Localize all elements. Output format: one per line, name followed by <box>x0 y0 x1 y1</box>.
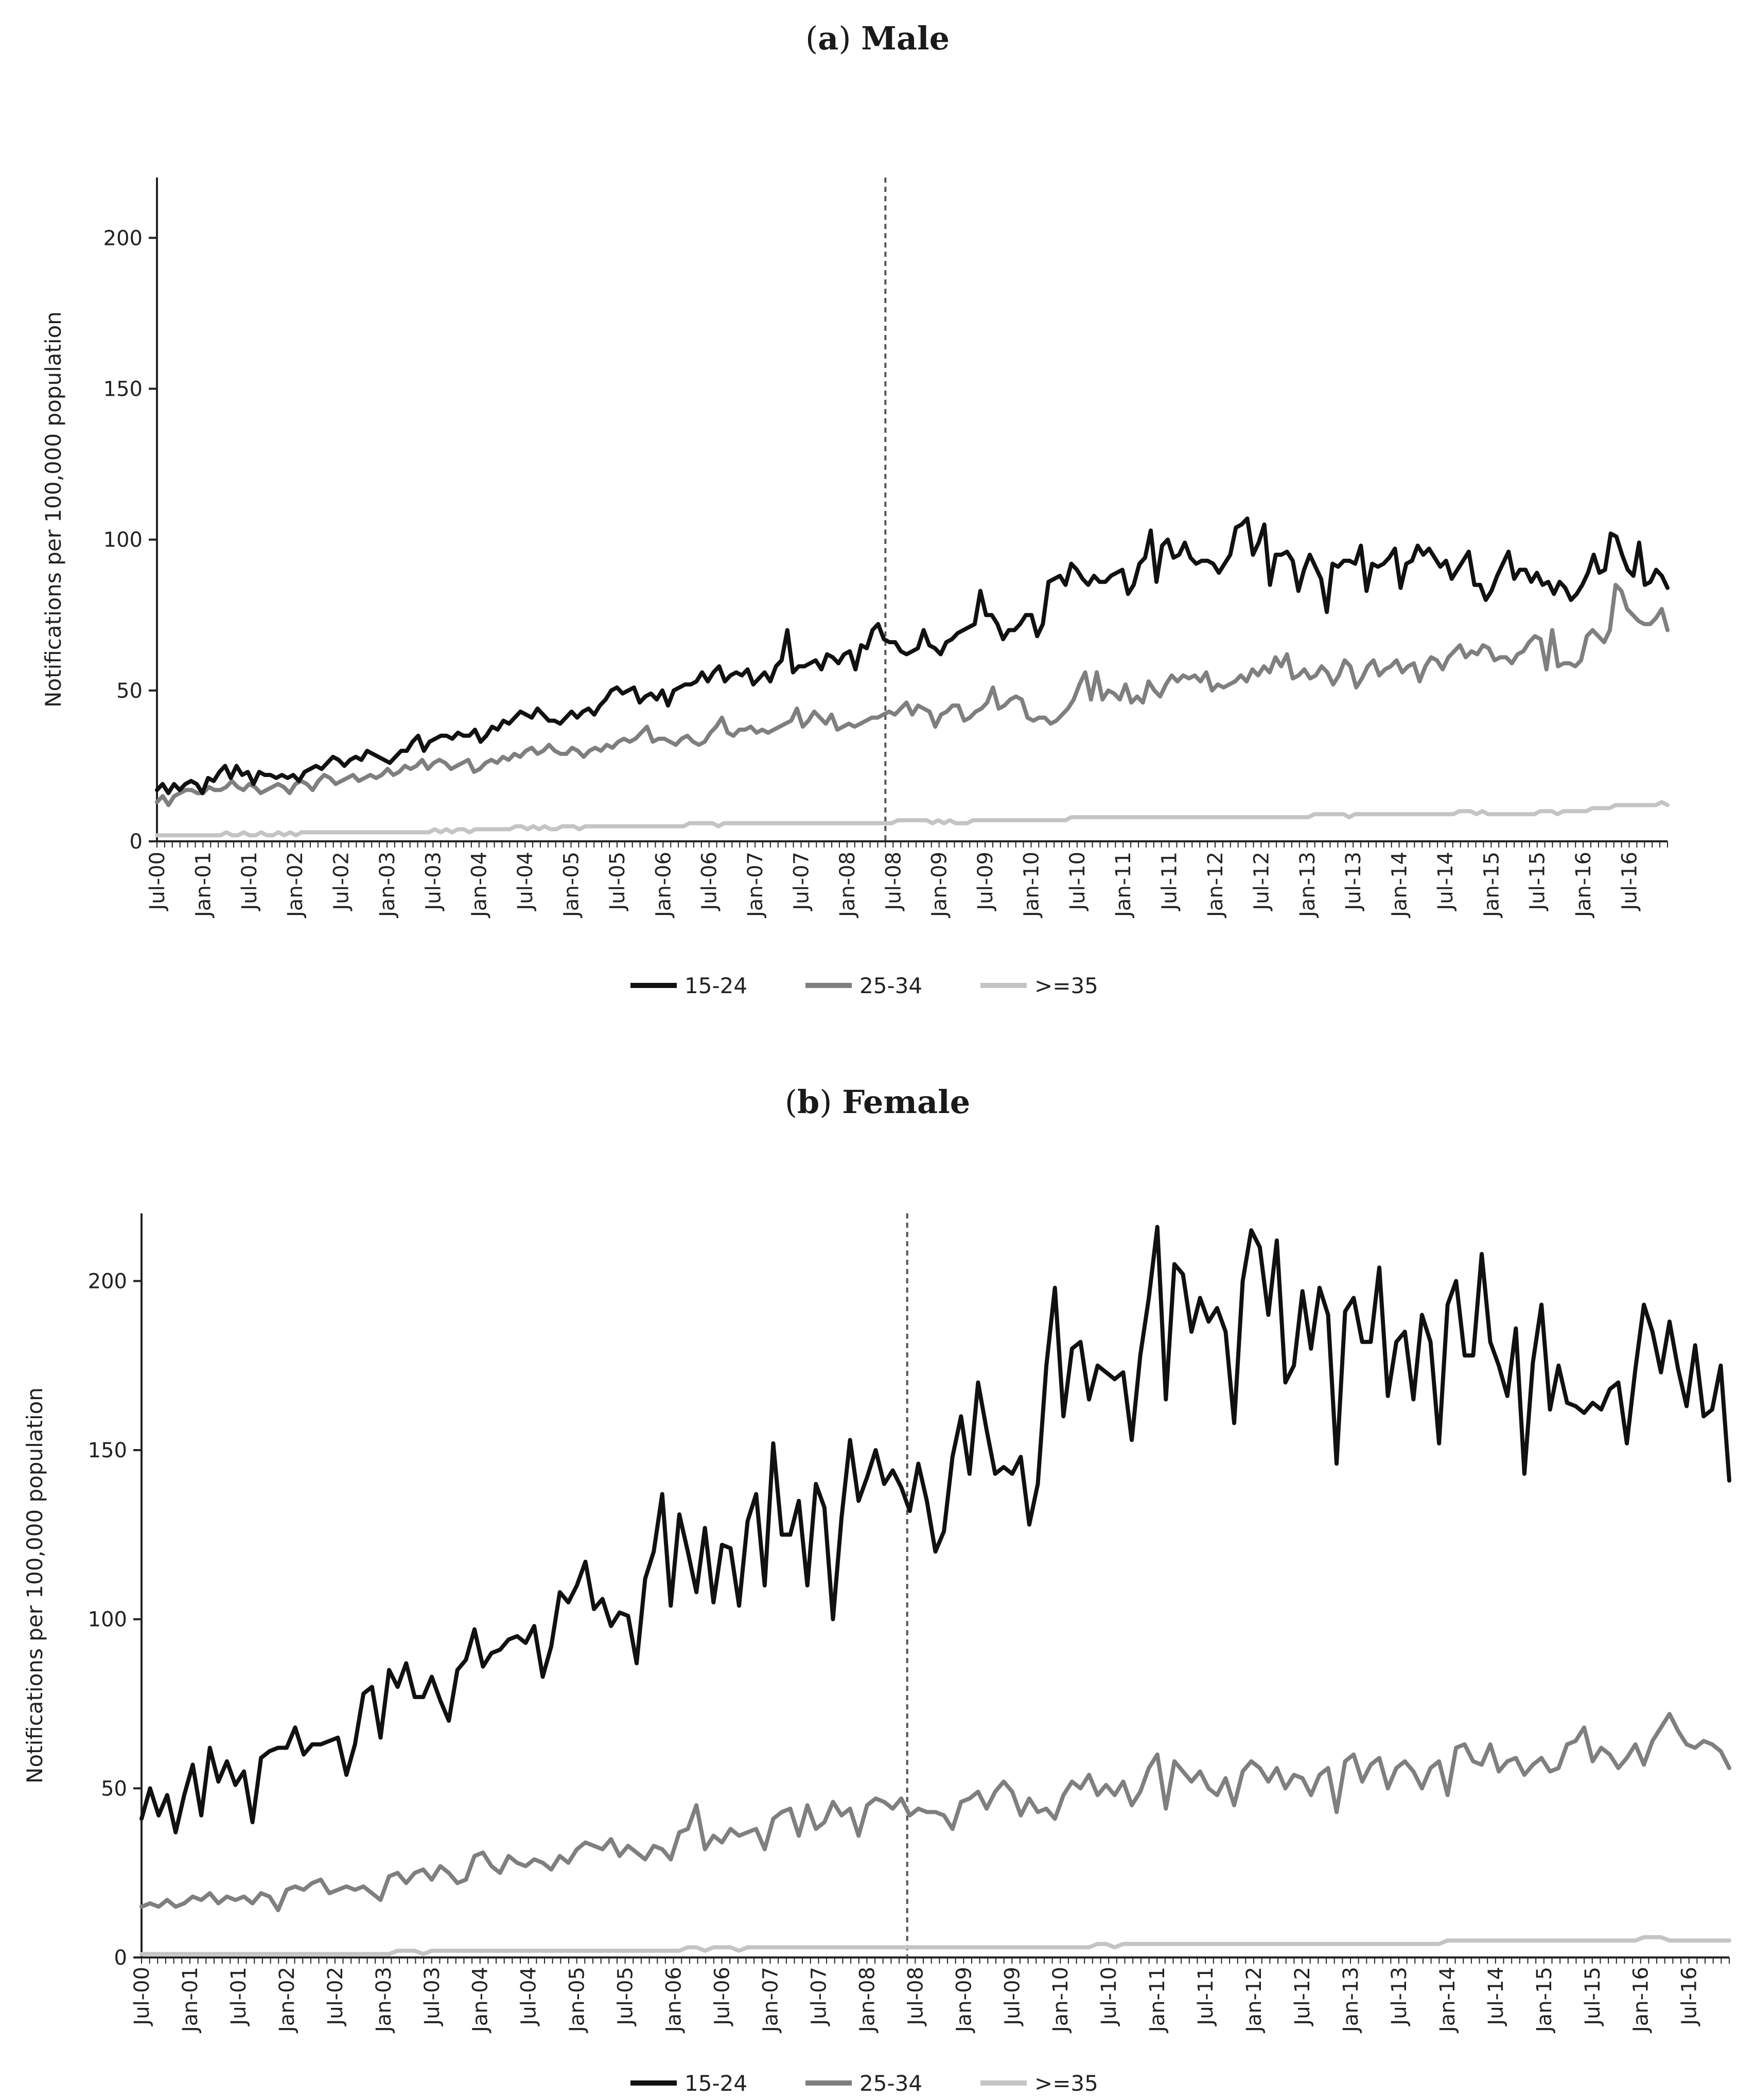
y-tick-label: 150 <box>88 1439 127 1462</box>
x-tick-label: Jul-06 <box>711 1967 734 2027</box>
series-line-1524-male <box>155 516 1670 796</box>
x-tick-label: Jul-06 <box>698 852 722 912</box>
x-tick-label: Jul-12 <box>1291 1967 1314 2027</box>
y-tick-label: 50 <box>101 1777 127 1801</box>
x-tick-label: Jan-16 <box>1629 1967 1653 2034</box>
x-tick-label: Jul-13 <box>1388 1967 1411 2027</box>
series-line-1524-female <box>139 1225 1731 1834</box>
x-tick-label: Jan-15 <box>1480 852 1503 919</box>
legend-label: 25-34 <box>859 2071 922 2096</box>
x-tick-label: Jul-00 <box>146 852 169 912</box>
x-tick-label: Jul-01 <box>238 852 261 912</box>
x-tick-label: Jul-11 <box>1194 1967 1218 2027</box>
x-tick-label: Jan-12 <box>1204 852 1227 919</box>
x-tick-label: Jan-04 <box>468 852 492 919</box>
x-tick-label: Jan-14 <box>1388 852 1412 919</box>
x-tick-label: Jan-01 <box>191 852 215 919</box>
series-line-35-female <box>139 1935 1731 1956</box>
x-tick-label: Jul-07 <box>807 1967 831 2027</box>
x-tick-label: Jul-02 <box>324 1967 347 2027</box>
x-tick-label: Jul-16 <box>1678 1967 1701 2027</box>
y-tick-label: 150 <box>103 377 143 401</box>
legend-label: 25-34 <box>859 973 922 998</box>
x-tick-label: Jan-11 <box>1112 852 1135 919</box>
y-tick-label: 100 <box>103 528 143 552</box>
x-tick-label: Jul-16 <box>1618 852 1642 912</box>
x-tick-label: Jul-05 <box>614 1967 638 2027</box>
x-tick-label: Jan-05 <box>566 1967 589 2034</box>
y-tick-label: 200 <box>103 226 143 250</box>
x-tick-label: Jan-16 <box>1572 852 1595 919</box>
x-tick-label: Jul-03 <box>420 1967 444 2027</box>
x-tick-label: Jul-10 <box>1097 1967 1121 2027</box>
series-line-2534-male <box>155 583 1670 807</box>
x-tick-label: Jul-13 <box>1342 852 1365 912</box>
y-tick-label: 200 <box>88 1269 127 1293</box>
x-tick-label: Jan-15 <box>1533 1967 1556 2034</box>
x-tick-label: Jul-12 <box>1250 852 1273 912</box>
x-tick-label: Jul-01 <box>227 1967 251 2027</box>
x-tick-label: Jan-03 <box>376 852 399 919</box>
chart-male: 0 50 100 150 200 Jul-00 Jan-01 Jul-01 Jan-02 Jul-… <box>41 178 1670 998</box>
x-tick-label: Jul-09 <box>974 852 997 912</box>
x-tick-label: Jan-08 <box>855 1967 879 2034</box>
x-tick-label: Jan-10 <box>1049 1967 1073 2034</box>
x-tick-label: Jan-09 <box>952 1967 976 2034</box>
x-tick-label: Jul-02 <box>330 852 354 912</box>
x-tick-label: Jan-05 <box>560 852 584 919</box>
x-tick-label: Jul-10 <box>1066 852 1090 912</box>
x-tick-label: Jan-14 <box>1436 1967 1460 2034</box>
x-tick-label: Jul-08 <box>882 852 905 912</box>
series-line-2534-female <box>139 1711 1731 1912</box>
y-tick-label: 0 <box>130 830 143 854</box>
x-tick-label: Jan-10 <box>1020 852 1043 919</box>
legend-label: >=35 <box>1034 973 1098 998</box>
y-tick-label: 50 <box>116 679 143 703</box>
y-tick-label: 0 <box>114 1946 127 1970</box>
x-tick-label: Jul-14 <box>1434 852 1458 912</box>
x-tick-label: Jul-04 <box>517 1967 541 2027</box>
legend-label: 15-24 <box>685 2071 747 2096</box>
x-tick-label: Jul-04 <box>514 852 537 912</box>
panel-title-male: (a) Male <box>805 20 950 57</box>
series-line-35-male <box>155 800 1670 838</box>
x-tick-label: Jul-15 <box>1526 852 1550 912</box>
x-tick-label: Jul-05 <box>606 852 629 912</box>
x-tick-label: Jul-11 <box>1158 852 1182 912</box>
x-tick-label: Jul-15 <box>1581 1967 1605 2027</box>
x-tick-label: Jul-03 <box>422 852 445 912</box>
x-tick-label: Jan-07 <box>759 1967 782 2034</box>
x-tick-label: Jul-00 <box>130 1967 154 2027</box>
x-tick-label: Jan-08 <box>836 852 859 919</box>
x-tick-label: Jan-11 <box>1146 1967 1169 2034</box>
panel-title-female: (b) Female <box>784 1083 971 1121</box>
y-tick-label: 100 <box>88 1608 127 1632</box>
y-axis-title: Notifications per 100,000 population <box>22 1387 47 1784</box>
x-tick-label: Jan-01 <box>179 1967 202 2034</box>
x-tick-label: Jul-14 <box>1484 1967 1508 2027</box>
x-tick-label: Jul-09 <box>1001 1967 1024 2027</box>
x-tick-label: Jul-07 <box>789 852 813 912</box>
x-tick-label: Jan-04 <box>469 1967 493 2034</box>
x-tick-label: Jan-03 <box>372 1967 396 2034</box>
legend-label: >=35 <box>1034 2071 1098 2096</box>
x-tick-label: Jan-06 <box>662 1967 686 2034</box>
x-tick-label: Jan-13 <box>1296 852 1320 919</box>
x-tick-label: Jan-02 <box>284 852 307 919</box>
x-tick-label: Jan-12 <box>1242 1967 1266 2034</box>
x-tick-label: Jan-13 <box>1339 1967 1363 2034</box>
x-tick-label: Jul-08 <box>904 1967 927 2027</box>
x-tick-label: Jan-06 <box>652 852 675 919</box>
x-tick-label: Jan-07 <box>744 852 767 919</box>
legend-label: 15-24 <box>685 973 747 998</box>
y-axis-title: Notifications per 100,000 population <box>41 311 66 708</box>
x-tick-label: Jan-02 <box>275 1967 299 2034</box>
x-tick-label: Jan-09 <box>928 852 952 919</box>
